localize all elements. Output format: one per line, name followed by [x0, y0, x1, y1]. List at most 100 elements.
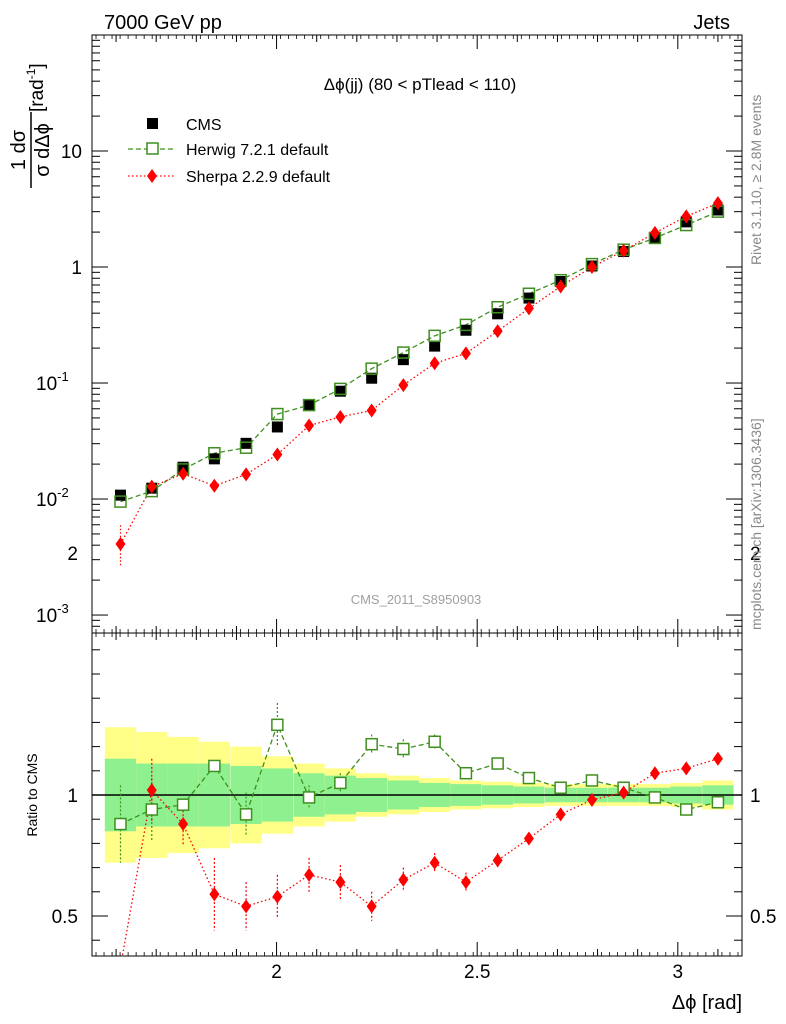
herwig-data-point	[491, 300, 504, 314]
herwig-data-point	[397, 346, 410, 359]
ratio-plot-panel: 2 2 1 1 0.5 0.5 2 2.5 3 Ratio to CMS	[24, 544, 776, 983]
y-tick-label: 10-1	[36, 369, 69, 395]
x-tick-label: 2	[271, 962, 282, 983]
header-right-label: Jets	[693, 12, 730, 34]
sherpa-ratio-point	[523, 831, 534, 846]
top-ylabel-unit-close: ]	[27, 63, 48, 68]
herwig-data-point	[114, 495, 127, 508]
y-tick-label: 10	[61, 142, 82, 163]
sherpa-ratio-point	[555, 807, 566, 822]
sherpa-data-point	[241, 467, 252, 482]
legend-herwig-label: Herwig 7.2.1 default	[186, 142, 329, 159]
sherpa-data-point	[178, 466, 189, 481]
cms-data-point	[429, 340, 441, 352]
sherpa-ratio-point	[618, 785, 629, 800]
y-tick-label: 10-2	[36, 485, 69, 511]
herwig-ratio-point	[648, 791, 662, 804]
herwig-ratio-point	[522, 771, 536, 785]
top-ylabel-unit-group: [rad-1]	[24, 63, 48, 112]
herwig-ratio-point	[145, 803, 159, 816]
legend-cms-marker	[147, 118, 158, 129]
sherpa-data-point	[712, 196, 723, 211]
legend-sherpa-marker	[147, 169, 157, 183]
cms-data-point	[492, 308, 504, 320]
top-ylabel-unit-exp: -1	[24, 68, 38, 79]
sherpa-ratio-point	[460, 875, 471, 890]
main-plot-panel: 10 1 10-1 10-2 10-3 Δϕ(jj) (80 < pTlead < 11…	[8, 34, 743, 634]
x-tick-label: 2.5	[464, 962, 490, 983]
sherpa-ratio-point	[492, 853, 503, 868]
sherpa-data-point	[649, 225, 660, 240]
sherpa-data-point	[335, 409, 346, 424]
sherpa-ratio-point	[586, 792, 597, 807]
herwig-ratio-point	[554, 781, 567, 794]
sherpa-data-point	[429, 356, 440, 371]
herwig-ratio-point	[208, 759, 221, 773]
legend-herwig-marker	[146, 142, 159, 155]
sherpa-data-point	[681, 209, 692, 224]
header-left-label: 7000 GeV pp	[104, 12, 222, 34]
sherpa-data-point	[146, 479, 157, 494]
ratio-ylabel: Ratio to CMS	[24, 753, 40, 836]
sherpa-data-point	[460, 346, 471, 361]
analysis-watermark: CMS_2011_S8950903	[351, 592, 482, 607]
x-axis-label: Δϕ [rad]	[672, 992, 742, 1014]
plot-title: Δϕ(jj) (80 < pTlead < 110)	[324, 75, 517, 94]
sherpa-data-point	[304, 418, 315, 433]
herwig-ratio-point	[397, 742, 410, 756]
herwig-data-point	[239, 441, 253, 454]
cms-data-point	[271, 421, 283, 433]
ratio-y-tick-label-right: 2	[750, 544, 761, 565]
herwig-data-point	[271, 407, 284, 421]
sherpa-data-point	[398, 378, 409, 393]
sherpa-data-point	[272, 447, 283, 462]
herwig-data-point	[208, 447, 221, 460]
sherpa-ratio-point	[398, 872, 409, 887]
herwig-ratio-point	[114, 817, 127, 831]
herwig-ratio-point	[271, 718, 284, 732]
herwig-data-point	[428, 329, 441, 343]
ratio-y-tick-label-right: 0.5	[750, 907, 776, 928]
herwig-data-point	[302, 398, 316, 412]
legend: CMS Herwig 7.2.1 default Sherpa 2.2.9 de…	[128, 117, 331, 186]
top-ylabel-denominator: σ dΔϕ	[32, 123, 54, 177]
rivet-version-label: Rivet 3.1.10, ≥ 2.8M events	[748, 95, 764, 265]
sherpa-data-point	[586, 260, 597, 275]
herwig-ratio-point	[176, 798, 190, 811]
legend-sherpa-label: Sherpa 2.2.9 default	[186, 169, 331, 186]
sherpa-data-point	[492, 324, 503, 339]
sherpa-ratio-point	[681, 761, 692, 776]
sherpa-data-point	[555, 279, 566, 294]
sherpa-ratio-line	[121, 758, 719, 956]
herwig-ratio-point	[679, 803, 693, 816]
herwig-data-point	[522, 287, 536, 301]
herwig-ratio-point	[491, 757, 504, 770]
ratio-y-tick-label: 1	[67, 786, 78, 807]
sherpa-ratio-point	[649, 766, 660, 781]
sherpa-data-point	[523, 301, 534, 316]
legend-cms-label: CMS	[186, 117, 222, 134]
cms-data-point	[397, 354, 409, 366]
sherpa-data-point	[618, 243, 629, 258]
mcplots-source-label: mcplots.cern.ch [arXiv:1306.3436]	[748, 418, 764, 630]
herwig-data-point	[459, 318, 473, 332]
cms-data-point	[523, 292, 535, 304]
ratio-series-group	[114, 703, 725, 956]
sherpa-data-point	[209, 478, 220, 493]
herwig-ratio-point	[239, 808, 253, 821]
sherpa-ratio-point	[146, 783, 157, 798]
sherpa-ratio-point	[304, 867, 315, 882]
cms-data-point	[366, 372, 378, 384]
sherpa-data-point	[115, 536, 126, 551]
sherpa-ratio-point	[366, 899, 377, 914]
y-tick-label: 1	[71, 258, 82, 279]
ratio-y-tick-label-right: 1	[750, 786, 761, 807]
herwig-ratio-point	[365, 737, 378, 751]
herwig-ratio-point	[334, 776, 347, 790]
herwig-data-point	[365, 362, 378, 375]
sherpa-ratio-point	[712, 751, 723, 766]
ratio-y-tick-label: 2	[67, 544, 78, 565]
sherpa-ratio-point	[429, 855, 440, 870]
herwig-ratio-point	[585, 774, 599, 787]
